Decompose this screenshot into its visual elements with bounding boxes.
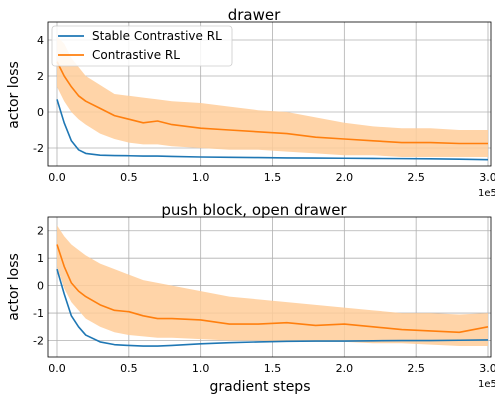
legend: Stable Contrastive RL Contrastive RL xyxy=(51,25,233,67)
y-tick-label: 4 xyxy=(37,34,44,47)
x-tick-labels: 0.0 0.5 1.0 1.5 2.0 2.5 3.0 xyxy=(48,171,495,184)
plot-frame xyxy=(47,216,492,358)
y-tick-label: -2 xyxy=(33,335,44,348)
series-lines xyxy=(56,244,489,347)
contrastive-rl-line xyxy=(56,244,489,334)
x-tick-label: 0.5 xyxy=(120,171,138,184)
x-tick-label: 0.0 xyxy=(48,362,66,375)
x-tick-label: 0.5 xyxy=(120,362,138,375)
contrastive-band-area xyxy=(57,225,488,347)
y-tick-label: 1 xyxy=(37,252,44,265)
legend-entry-stable: Stable Contrastive RL xyxy=(92,29,222,43)
x-tick-labels: 0.0 0.5 1.0 1.5 2.0 2.5 3.0 xyxy=(48,362,495,375)
subplot-push-block-open-drawer: push block, open drawer actor loss 0.0 0.… xyxy=(6,201,495,394)
x-scale-label: 1e5 xyxy=(478,188,495,199)
y-tick-label: 0 xyxy=(37,106,44,119)
y-tick-labels: 2 1 0 -1 -2 xyxy=(33,225,44,348)
x-tick-label: 2.5 xyxy=(407,362,425,375)
y-axis-label: actor loss xyxy=(6,253,22,321)
x-tick-label: 1.5 xyxy=(264,362,282,375)
legend-entry-contrastive: Contrastive RL xyxy=(92,48,180,62)
x-tick-label: 3.0 xyxy=(479,362,495,375)
stable-contrastive-rl-line xyxy=(56,99,489,161)
x-tick-label: 2.0 xyxy=(336,362,354,375)
y-tick-labels: 4 2 0 -2 xyxy=(33,34,44,155)
x-tick-label: 3.0 xyxy=(479,171,495,184)
x-tick-label: 2.0 xyxy=(336,171,354,184)
y-axis-label: actor loss xyxy=(6,61,22,129)
subplot-drawer: drawer actor loss 0.0 0.5 1.0 1.5 2.0 2.5 3.0 … xyxy=(6,6,495,199)
contrastive-band-area xyxy=(57,36,488,157)
plot-frame xyxy=(47,21,492,167)
x-tick-label: 0.0 xyxy=(48,171,66,184)
x-tick-label: 2.5 xyxy=(407,171,425,184)
contrastive-rl-line xyxy=(56,61,488,145)
y-tick-label: 2 xyxy=(37,70,44,83)
x-tick-label: 1.0 xyxy=(192,362,210,375)
chart-title: drawer xyxy=(228,6,281,24)
chart-title: push block, open drawer xyxy=(161,201,347,219)
y-tick-label: -1 xyxy=(33,307,44,320)
y-tick-label: -2 xyxy=(33,142,44,155)
x-tick-label: 1.5 xyxy=(264,171,282,184)
contrastive-rl-band xyxy=(57,36,488,157)
legend-box xyxy=(51,25,233,67)
y-tick-label: 0 xyxy=(37,280,44,293)
x-tick-label: 1.0 xyxy=(192,171,210,184)
contrastive-rl-band xyxy=(57,225,488,347)
y-tick-label: 2 xyxy=(37,225,44,238)
x-axis-label: gradient steps xyxy=(209,379,310,394)
series-lines xyxy=(56,61,489,161)
stable-contrastive-rl-line xyxy=(56,268,489,347)
x-scale-label: 1e5 xyxy=(478,379,495,390)
